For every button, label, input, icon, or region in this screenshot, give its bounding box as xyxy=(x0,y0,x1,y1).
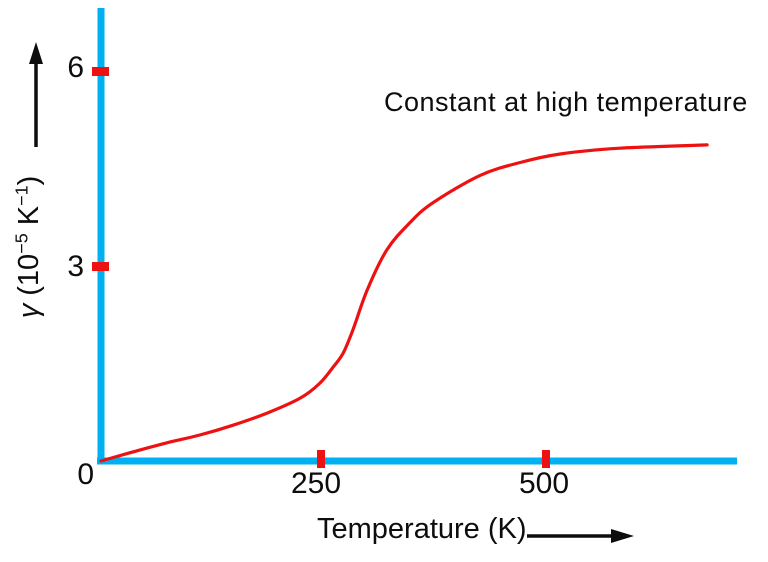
x-axis-arrow-head-icon xyxy=(611,529,634,543)
y-axis-title-exponent-1: −5 xyxy=(11,233,32,254)
x-axis-arrow xyxy=(527,529,634,543)
y-axis-title-unit: K xyxy=(13,205,45,234)
x-tick-label-250: 250 xyxy=(290,467,342,500)
y-tick-mark-6 xyxy=(92,67,109,76)
y-axis-title: γ (10−5 K−1) xyxy=(9,117,49,377)
origin-label: 0 xyxy=(77,458,94,491)
y-axis-title-close-paren: ) xyxy=(13,175,45,186)
annotation-constant-high-temperature: Constant at high temperature xyxy=(384,87,748,117)
y-axis-title-exponent-2: −1 xyxy=(11,185,32,206)
y-tick-mark-3 xyxy=(92,262,109,271)
x-tick-label-500: 500 xyxy=(518,467,570,500)
gamma-symbol: γ xyxy=(13,303,45,319)
x-tick-mark-500 xyxy=(542,450,550,468)
y-tick-label-3: 3 xyxy=(67,250,84,283)
data-curve-thermal-expansion xyxy=(99,143,709,463)
y-axis-title-base: (10 xyxy=(13,253,45,304)
x-axis-title: Temperature (K) xyxy=(317,513,527,545)
y-axis-arrow xyxy=(29,42,43,147)
y-tick-label-6: 6 xyxy=(67,51,84,84)
x-tick-mark-250 xyxy=(317,450,325,468)
y-axis-arrow-head-icon xyxy=(29,42,43,64)
